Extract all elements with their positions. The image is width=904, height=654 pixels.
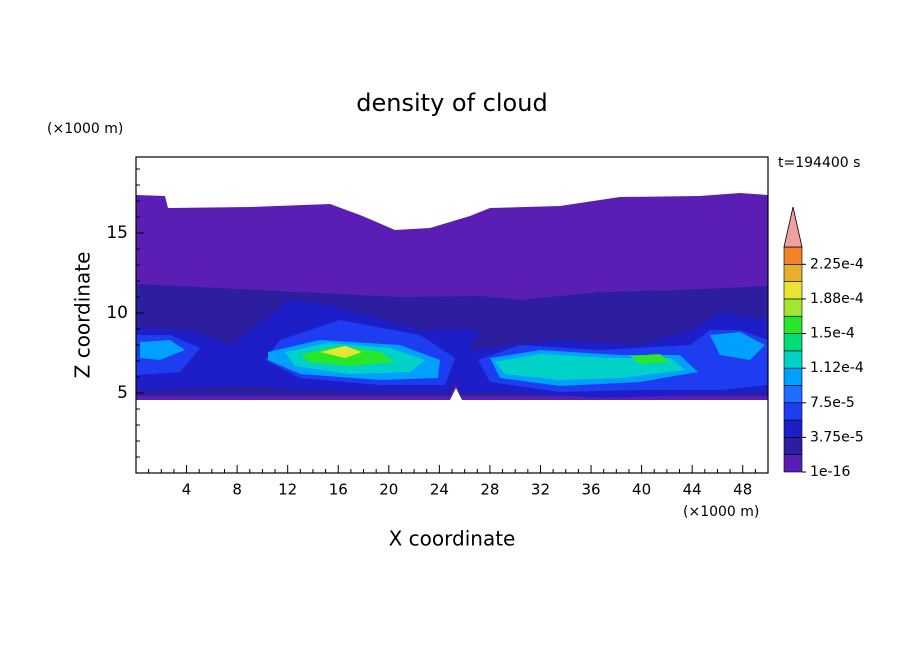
y-tick-label: 10	[106, 303, 128, 323]
colorbar-label: 3.75e-5	[810, 429, 864, 445]
x-tick-label: 4	[182, 481, 192, 499]
x-tick-label: 24	[430, 481, 449, 499]
x-tick-label: 12	[278, 481, 297, 499]
colorbar-box	[783, 419, 803, 438]
x-unit: (×1000 m)	[683, 504, 759, 520]
x-axis-label: X coordinate	[389, 527, 516, 551]
y-tick-label: 5	[117, 383, 128, 403]
colorbar-box	[783, 454, 803, 473]
colorbar-box	[783, 298, 803, 317]
x-tick-label: 16	[329, 481, 348, 499]
contour-fill	[320, 346, 362, 358]
colorbar-box	[783, 402, 803, 421]
colorbar-box	[783, 264, 803, 282]
x-tick-label: 8	[232, 481, 242, 499]
colorbar-box	[783, 367, 803, 386]
x-tick-label: 20	[379, 481, 398, 499]
y-unit: (×1000 m)	[47, 121, 123, 137]
y-axis-label: Z coordinate	[71, 252, 95, 379]
x-tick-label: 48	[733, 481, 752, 499]
colorbar-label: 1.12e-4	[810, 360, 864, 376]
colorbar-box	[783, 350, 803, 369]
x-tick-label: 40	[632, 481, 651, 499]
x-tick-label: 36	[581, 481, 600, 499]
time-label: t=194400 s	[778, 155, 860, 171]
y-tick-label: 15	[106, 223, 128, 243]
colorbar-box	[783, 437, 803, 455]
colorbar-extend	[783, 206, 803, 248]
x-tick-label: 28	[480, 481, 499, 499]
colorbar-box	[783, 246, 803, 265]
contour-fill	[300, 346, 670, 366]
contour-fill	[285, 343, 685, 380]
colorbar-label: 2.25e-4	[810, 256, 864, 272]
x-tick-label: 32	[531, 481, 550, 499]
chart-title: density of cloud	[356, 89, 547, 117]
colorbar-label: 1.5e-4	[810, 326, 855, 342]
colorbar-label: 7.5e-5	[810, 395, 855, 411]
colorbar-label: 1.88e-4	[810, 291, 864, 307]
colorbar-box	[783, 315, 803, 334]
colorbar-box	[783, 333, 803, 352]
x-tick-label: 44	[683, 481, 702, 499]
colorbar-label: 1e-16	[810, 464, 850, 480]
colorbar-box	[783, 281, 803, 300]
colorbar-box	[783, 385, 803, 404]
